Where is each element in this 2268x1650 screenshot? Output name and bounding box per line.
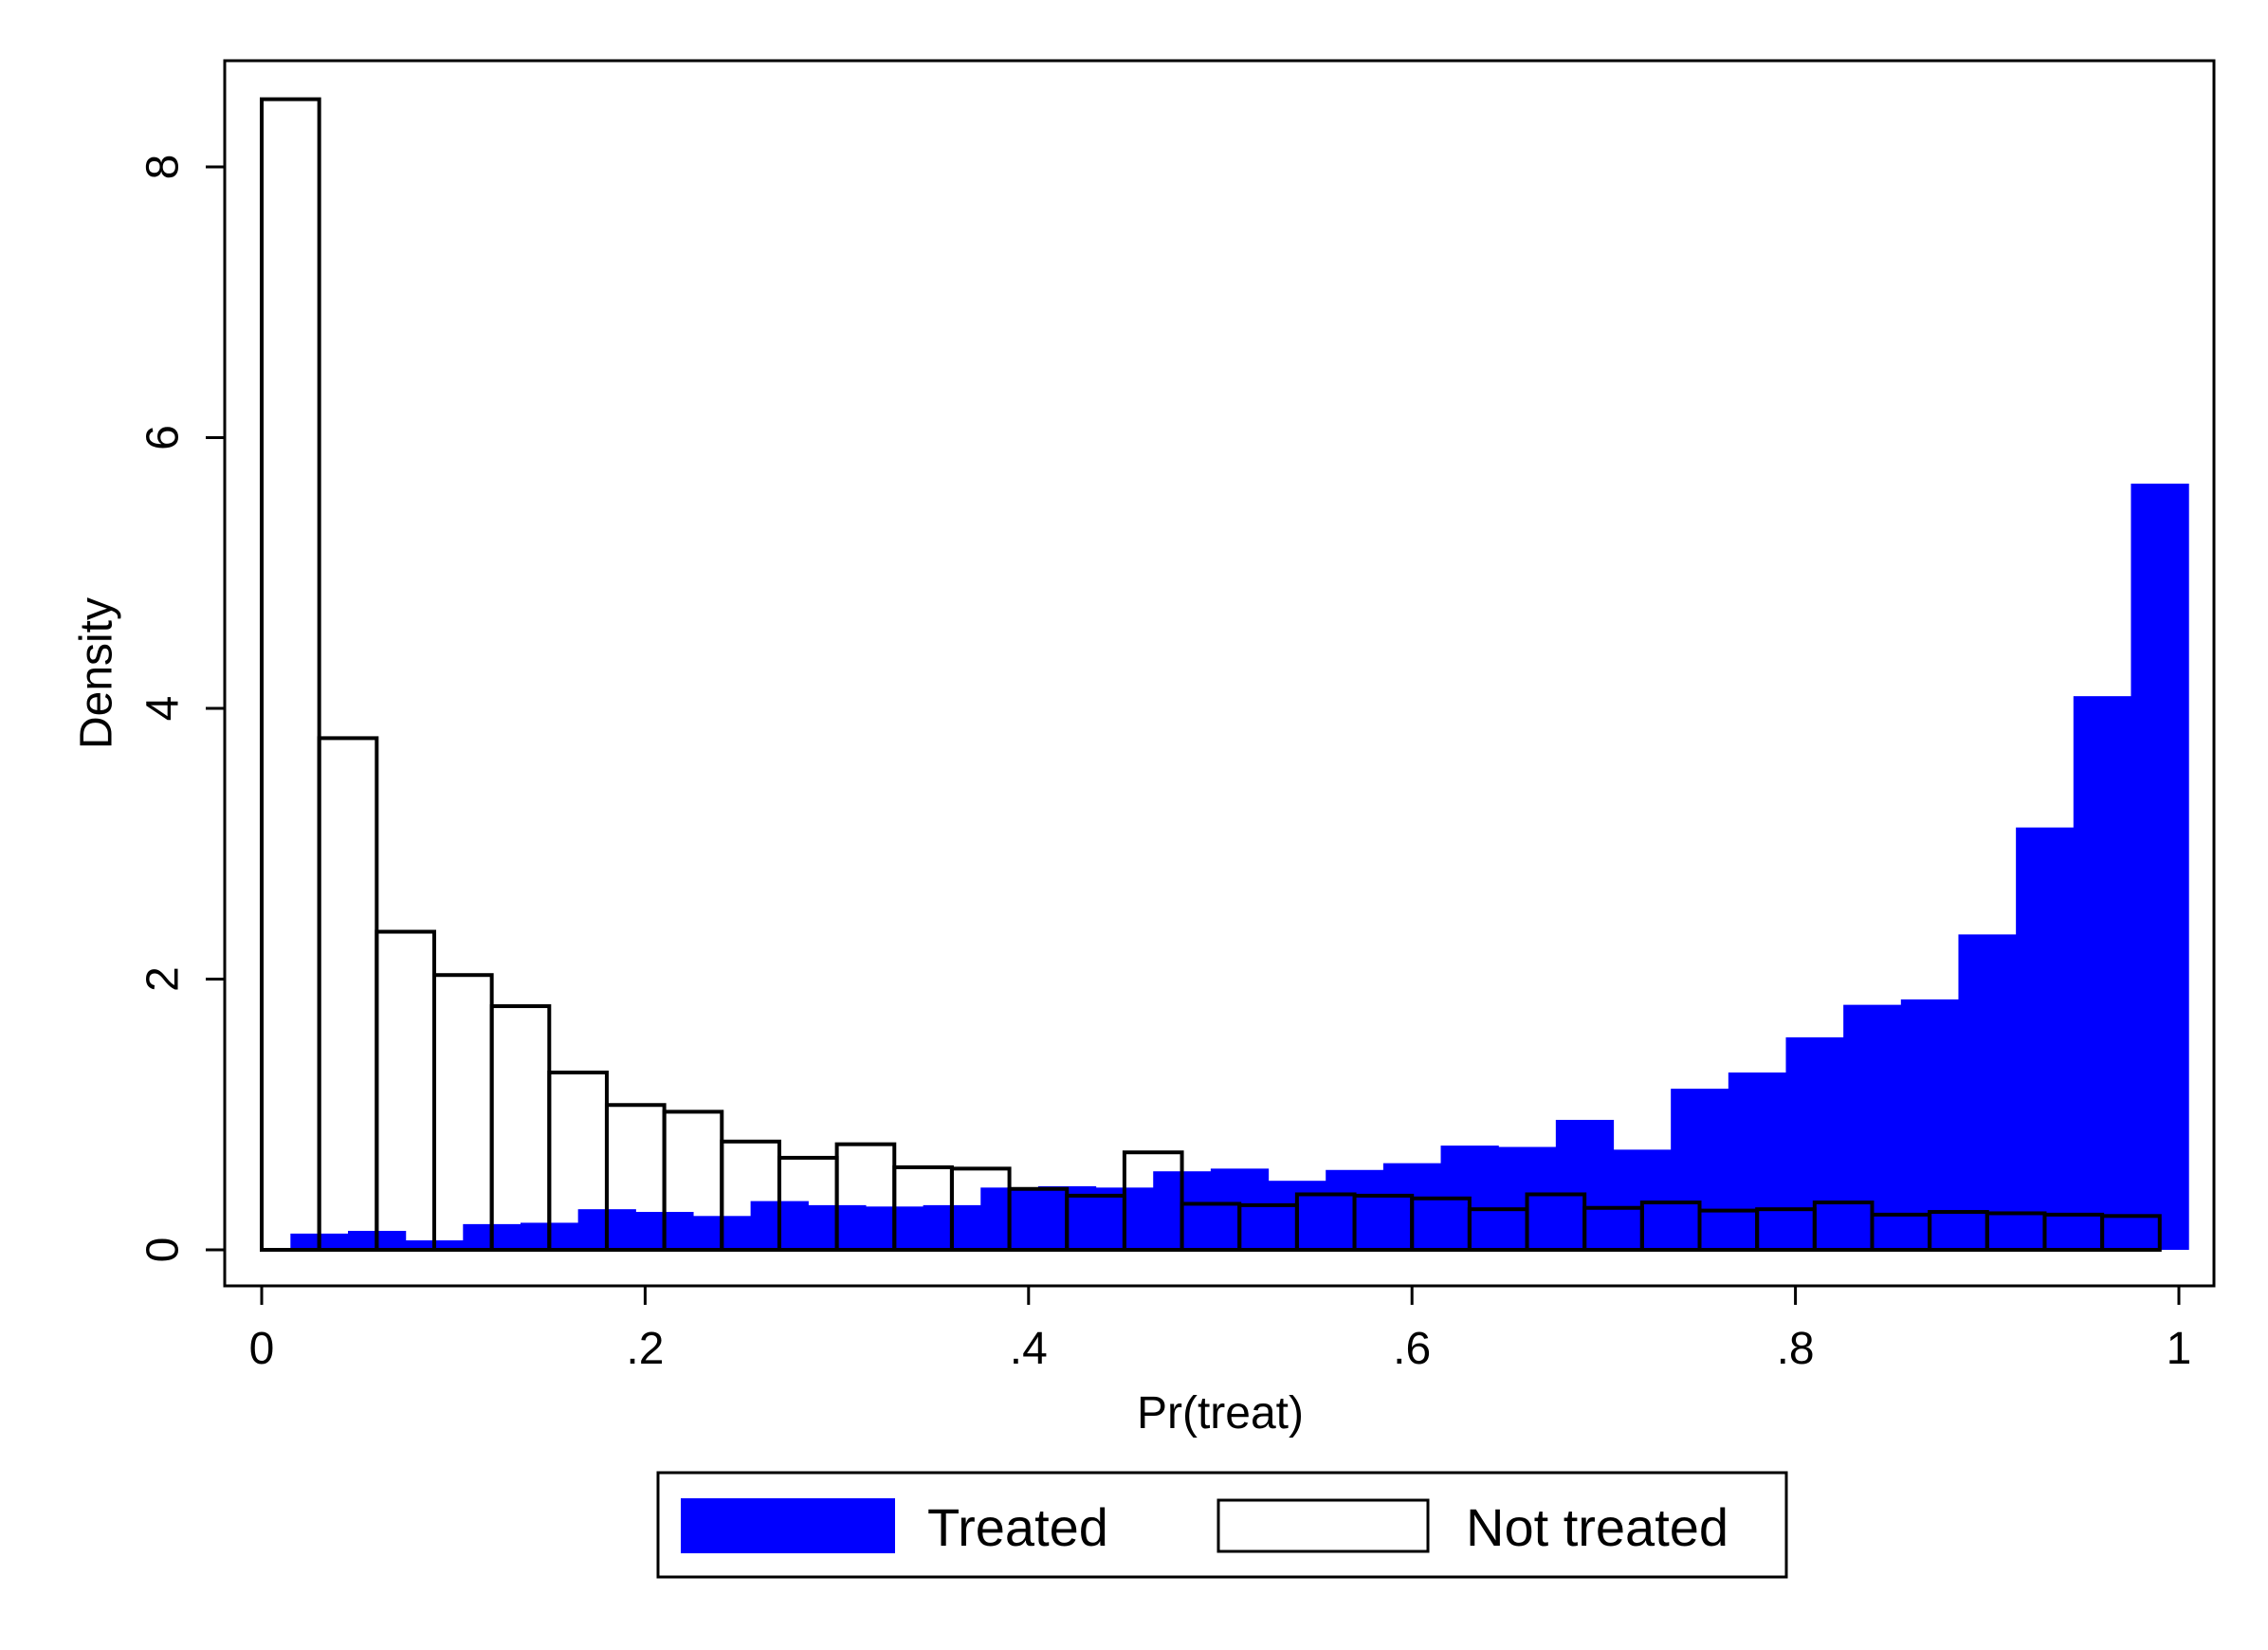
x-axis: 0 .2 .4 .6 .8 1: [249, 1286, 2192, 1374]
not-treated-bar-2: [375, 929, 436, 1252]
not-treated-bar-4: [489, 1004, 552, 1253]
plot-area-frame: [223, 59, 2216, 1288]
x-tick-label-5: 1: [2167, 1324, 2192, 1374]
x-tick-label-3: .6: [1393, 1324, 1431, 1374]
x-tick-label-4: .8: [1777, 1324, 1815, 1374]
x-axis-title: Pr(treat): [1137, 1388, 1304, 1439]
treated-bar-30: [2016, 827, 2075, 1250]
y-axis-title: Density: [72, 597, 122, 749]
treated-bar-28: [1900, 999, 1960, 1250]
x-tick-label-1: .2: [626, 1324, 664, 1374]
not-treated-bar-0: [260, 97, 321, 1252]
not-treated-bar-32: [2100, 1214, 2162, 1252]
y-tick-label-2: 4: [138, 696, 189, 722]
legend-label-not-treated: Not treated: [1466, 1497, 1728, 1557]
y-axis: 0 2 4 6 8: [138, 155, 225, 1263]
legend: Treated Not treated: [656, 1471, 1788, 1579]
treated-bar-32: [2131, 484, 2189, 1250]
x-tick-label-2: .4: [1010, 1324, 1048, 1374]
not-treated-bar-15: [1122, 1150, 1184, 1252]
treated-bar-31: [2073, 696, 2132, 1250]
y-tick-label-3: 6: [138, 425, 189, 450]
x-tick-label-0: 0: [249, 1324, 275, 1374]
not-treated-bar-1: [317, 736, 379, 1252]
legend-swatch-not-treated: [1216, 1498, 1430, 1553]
y-tick-label-1: 2: [138, 966, 189, 992]
treated-series: [290, 484, 2189, 1250]
y-tick-label-4: 8: [138, 155, 189, 180]
legend-label-treated: Treated: [927, 1497, 1108, 1557]
not-treated-series: [260, 97, 2162, 1253]
treated-bar-29: [1958, 934, 2017, 1250]
legend-swatch-treated: [681, 1498, 895, 1553]
not-treated-bar-3: [431, 973, 494, 1253]
y-tick-label-0: 0: [138, 1238, 189, 1263]
